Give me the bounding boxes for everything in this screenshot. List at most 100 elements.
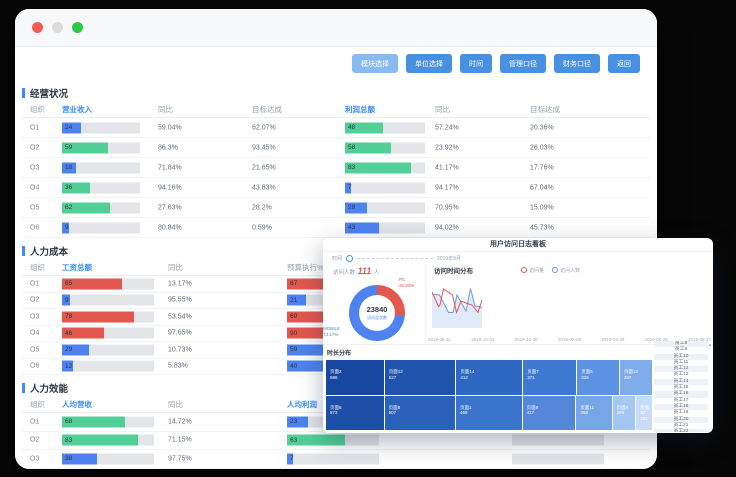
visit-time-chart: 访问时间分布 访问量 访问人数 2018-08-31 2018-10-31 2018…: [426, 264, 713, 343]
bar-value: 7: [348, 184, 352, 191]
bar-cell: 46: [62, 327, 154, 339]
employee-item[interactable]: 员工14: [654, 378, 708, 386]
employee-item[interactable]: 员工18: [654, 403, 708, 411]
back-button[interactable]: 返回: [608, 54, 640, 73]
visits-unit: 人: [373, 270, 380, 276]
bar-value: 46: [65, 329, 73, 337]
management-caliber-button[interactable]: 管理口径: [500, 54, 546, 73]
org-label: O4: [30, 184, 40, 191]
bar-value: 59: [65, 144, 73, 151]
col-profit: 利润总额: [345, 105, 375, 114]
slider-handle[interactable]: [346, 255, 354, 262]
bar-cell: 18: [62, 162, 140, 173]
employee-list: 员工8 员工9 员工10 员工11 员工12 员工13 员工14 员工15 员工16 员工17 员工…: [654, 341, 708, 432]
treemap-cell[interactable]: 页面10 152: [636, 395, 652, 430]
col-budget: 预算执行%: [287, 263, 324, 272]
bar-cell: 24: [62, 122, 140, 133]
pct-cell: 59.04%: [158, 124, 182, 131]
employee-item[interactable]: 员工13: [673, 372, 689, 378]
org-label: O6: [30, 224, 40, 231]
treemap-cell[interactable]: 页面7 371: [523, 360, 577, 395]
panel-divider: [323, 344, 713, 345]
bar-cell: 7: [345, 182, 425, 193]
slider-label: 时间: [332, 256, 343, 262]
table-row: O2 59 86.3% 93.45% 58 23.92% 26.03%: [22, 138, 650, 158]
employee-item[interactable]: 员工15: [673, 385, 689, 391]
treemap-cell[interactable]: 页面6 873: [326, 395, 384, 430]
bar-value: 83: [348, 164, 356, 171]
bar-cell: 29: [62, 344, 154, 356]
bar-value: 7: [290, 455, 294, 463]
bar-cell: 68: [62, 416, 154, 428]
pct-cell: 45.73%: [530, 224, 554, 231]
employee-item[interactable]: 员工12: [654, 366, 708, 373]
donut-center: 23840 访问总次数: [349, 285, 405, 341]
slider-track[interactable]: [357, 258, 434, 259]
slider-date: 2019年9月: [437, 256, 461, 262]
pct-cell: 0.59%: [252, 224, 272, 231]
employee-item[interactable]: 员工21: [673, 422, 689, 428]
toolbar: 模块选择 单位选择 时间 管理口径 财务口径 返回: [15, 47, 657, 80]
zoom-window-button[interactable]: [72, 22, 83, 33]
table-header: 组织 营业收入 同比 目标达成 利润总额 同比 目标达成: [22, 103, 650, 118]
pct-cell: 71.15%: [168, 436, 192, 444]
visit-summary: 访问人数 111 人 23840 访问总次数 PC 26.83% MOBILE …: [323, 264, 426, 343]
duration-dist-title: 时长分布: [327, 351, 352, 357]
bar-cell: 9: [62, 294, 154, 306]
pct-cell: 13.17%: [168, 280, 192, 288]
donut-total: 23840: [366, 305, 388, 314]
bar-cell: 7: [287, 453, 379, 465]
employee-item[interactable]: 员工16: [654, 391, 708, 398]
employee-item[interactable]: 员工11: [673, 359, 689, 365]
bar-value: 28: [348, 204, 356, 211]
org-label: O5: [30, 204, 40, 211]
employee-item[interactable]: 员工9: [674, 347, 688, 353]
module-select-button[interactable]: 模块选择: [352, 54, 398, 73]
treemap-cell[interactable]: 页面13 287: [619, 360, 653, 395]
table-row: O1 24 59.04% 62.07% 48 57.24% 20.36%: [22, 118, 650, 138]
x-axis-tick: 2018-10-31: [471, 337, 495, 342]
treemap-cell[interactable]: 页面1 469: [456, 395, 522, 430]
pct-cell: 57.24%: [435, 124, 459, 131]
pct-cell: 17.76%: [530, 164, 554, 171]
unit-select-button[interactable]: 单位选择: [406, 54, 452, 73]
pct-cell: 26.03%: [530, 144, 554, 151]
employee-item[interactable]: 员工19: [673, 410, 689, 416]
treemap-cell[interactable]: 页面5 326: [577, 360, 619, 395]
x-axis-tick: 2019-02-28: [557, 337, 582, 342]
bar-cell: 9: [62, 222, 140, 233]
pct-cell: 28.2%: [252, 204, 272, 211]
window-titlebar: [15, 9, 657, 47]
bar-value: 83: [65, 436, 73, 444]
employee-item[interactable]: 员工8: [654, 341, 708, 348]
finance-caliber-button[interactable]: 财务口径: [554, 54, 600, 73]
chart-legend: 访问量 访问人数: [521, 267, 580, 274]
employee-item[interactable]: 员工17: [673, 397, 689, 403]
employee-item[interactable]: 员工22: [654, 429, 708, 432]
close-window-button[interactable]: [32, 22, 43, 33]
time-button[interactable]: 时间: [460, 54, 492, 73]
pct-cell: 43.83%: [252, 184, 276, 191]
legend-visits[interactable]: 访问量: [521, 267, 544, 274]
treemap-cell[interactable]: 页面4 295: [612, 395, 635, 430]
treemap-cell[interactable]: 页面12 527: [384, 360, 456, 395]
section-title: 人力效能: [22, 381, 650, 395]
minimize-window-button[interactable]: [52, 22, 63, 33]
pc-segment-label: PC 26.83%: [399, 277, 415, 288]
treemap-cell[interactable]: 页面2 986: [326, 360, 384, 395]
bar-cell: 83: [62, 434, 154, 446]
treemap-cell[interactable]: 页面9 417: [522, 395, 576, 430]
device-donut-chart[interactable]: [349, 285, 405, 341]
treemap-cell[interactable]: 页面8 507: [384, 395, 455, 430]
treemap-cell[interactable]: 页面11 358: [576, 395, 612, 430]
bar-cell: 65: [62, 278, 154, 290]
treemap-cell[interactable]: 页面14 412: [456, 360, 523, 395]
legend-visitors[interactable]: 访问人数: [552, 267, 580, 274]
employee-item[interactable]: 员工20: [654, 416, 708, 423]
pct-cell: 20.36%: [530, 124, 554, 131]
bar-cell: 28: [345, 202, 425, 213]
employee-item[interactable]: 员工10: [654, 353, 708, 360]
scroll-up-icon[interactable]: ▲: [708, 342, 712, 347]
mobile-segment-label: MOBILE 73.17%: [323, 326, 341, 337]
